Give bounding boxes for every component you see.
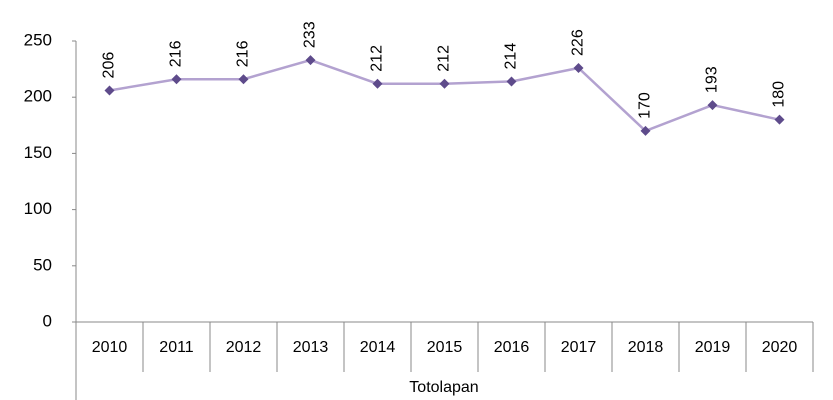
data-label: 212: [436, 45, 453, 72]
marker: [439, 78, 450, 89]
data-label: 170: [637, 92, 654, 119]
marker: [640, 125, 651, 136]
y-tick-label: 50: [33, 255, 52, 274]
marker: [506, 76, 517, 87]
x-tick-label: 2014: [360, 339, 396, 356]
x-tick-label: 2010: [92, 339, 128, 356]
x-tick-label: 2020: [762, 339, 798, 356]
marker: [171, 74, 182, 85]
x-tick-label: 2019: [695, 339, 731, 356]
x-tick-label: 2018: [628, 339, 664, 356]
data-label: 216: [168, 40, 185, 67]
x-tick-label: 2015: [427, 339, 463, 356]
marker: [707, 100, 718, 111]
x-tick-label: 2013: [293, 339, 329, 356]
marker: [238, 74, 249, 85]
marker: [104, 85, 115, 96]
marker: [305, 55, 316, 66]
data-label: 216: [235, 40, 252, 67]
data-label: 206: [101, 52, 118, 79]
marker: [573, 62, 584, 73]
data-label: 180: [771, 81, 788, 108]
x-tick-label: 2012: [226, 339, 262, 356]
x-tick-label: 2016: [494, 339, 530, 356]
data-label: 226: [570, 29, 587, 56]
marker: [372, 78, 383, 89]
marker: [774, 114, 785, 125]
data-label: 214: [503, 43, 520, 70]
data-label: 212: [369, 45, 386, 72]
x-group-label: Totolapan: [409, 379, 478, 396]
x-tick-label: 2017: [561, 339, 597, 356]
y-tick-label: 200: [24, 87, 52, 106]
y-tick-label: 100: [24, 199, 52, 218]
data-label: 233: [302, 21, 319, 48]
y-tick-label: 0: [43, 311, 52, 330]
y-tick-label: 250: [24, 30, 52, 49]
y-tick-label: 150: [24, 143, 52, 162]
data-label: 193: [704, 66, 721, 93]
x-tick-label: 2011: [159, 339, 194, 356]
